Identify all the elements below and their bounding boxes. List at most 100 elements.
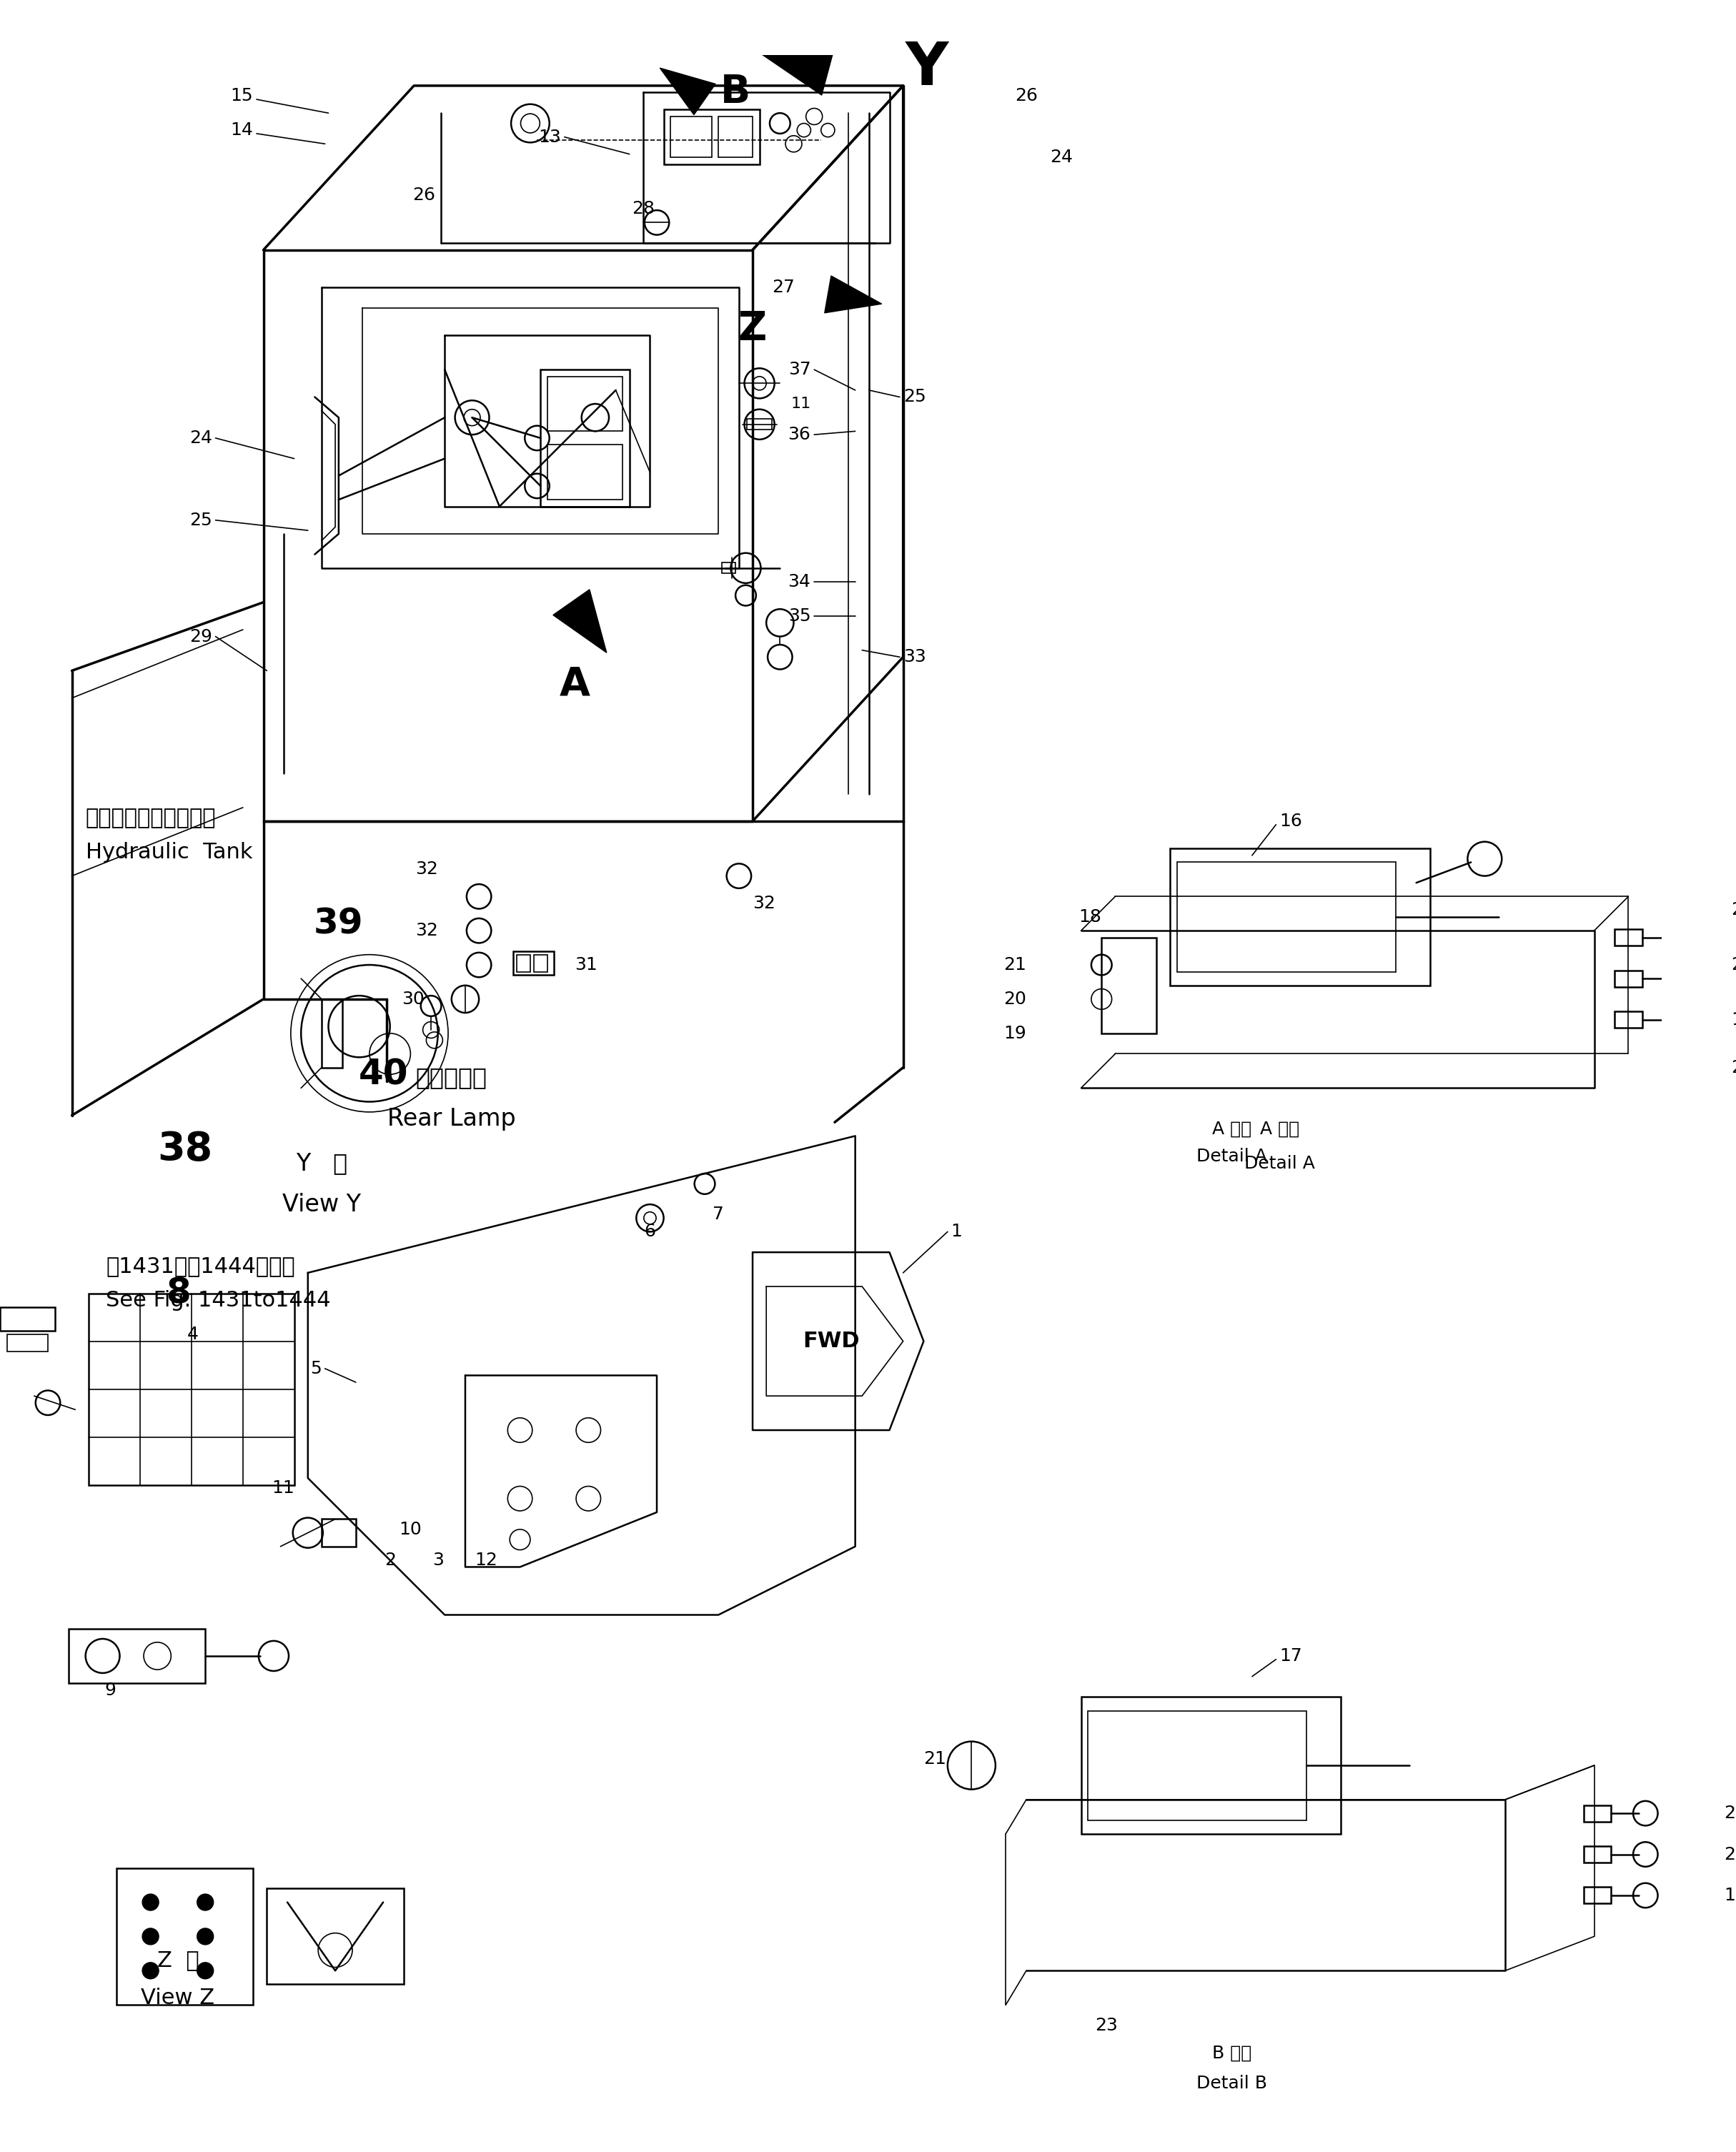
Text: 1: 1 — [951, 1222, 962, 1240]
Text: 40: 40 — [358, 1057, 408, 1091]
Bar — [1583, 1887, 1611, 1905]
Text: 17: 17 — [1279, 1648, 1302, 1663]
Bar — [1614, 971, 1642, 988]
Text: 32: 32 — [753, 895, 776, 912]
Bar — [719, 116, 753, 157]
Text: A 詳細: A 詳細 — [1260, 1121, 1299, 1138]
Text: 21: 21 — [1003, 955, 1026, 973]
Circle shape — [142, 1894, 158, 1911]
Text: 19: 19 — [1724, 1887, 1736, 1905]
Text: 27: 27 — [773, 280, 795, 297]
Bar — [7, 1334, 49, 1351]
Bar — [746, 420, 773, 430]
Text: Y: Y — [906, 39, 948, 97]
Bar — [670, 116, 712, 157]
Text: A 詳細: A 詳細 — [1212, 1121, 1252, 1138]
Text: 2: 2 — [384, 1552, 396, 1569]
Bar — [1102, 938, 1156, 1033]
Text: Detail A: Detail A — [1245, 1156, 1314, 1173]
Polygon shape — [660, 69, 715, 114]
Text: 11: 11 — [790, 396, 811, 411]
Text: 34: 34 — [788, 572, 811, 590]
Bar — [1082, 1698, 1340, 1834]
Bar — [321, 999, 342, 1067]
Text: 21: 21 — [924, 1750, 946, 1767]
Text: 38: 38 — [158, 1130, 212, 1169]
Text: 19: 19 — [1003, 1024, 1026, 1042]
Bar — [1170, 848, 1430, 986]
Bar — [663, 110, 759, 164]
Bar — [547, 377, 623, 430]
Text: 16: 16 — [1279, 813, 1302, 831]
Text: 24: 24 — [1050, 148, 1073, 166]
Text: 36: 36 — [788, 426, 811, 443]
Text: 23: 23 — [1095, 2016, 1118, 2034]
Bar — [267, 1889, 404, 1984]
Bar — [722, 562, 736, 575]
Bar — [68, 1629, 205, 1683]
Text: 9: 9 — [104, 1681, 116, 1698]
Text: Z  視: Z 視 — [156, 1950, 200, 1971]
Bar — [0, 1306, 56, 1330]
Text: Y   視: Y 視 — [295, 1151, 347, 1175]
Text: 18: 18 — [1078, 908, 1102, 925]
Text: 11: 11 — [271, 1481, 293, 1498]
Bar — [540, 370, 630, 506]
Bar — [547, 445, 623, 499]
Text: View Z: View Z — [141, 1988, 215, 2008]
Text: View Y: View Y — [283, 1192, 361, 1216]
Text: 8: 8 — [167, 1276, 191, 1311]
Text: 4: 4 — [187, 1326, 198, 1343]
Text: 29: 29 — [189, 628, 212, 646]
Bar — [1614, 930, 1642, 945]
Text: 6: 6 — [644, 1222, 656, 1240]
Text: 33: 33 — [903, 648, 925, 665]
Text: See Fig. 1431to1444: See Fig. 1431to1444 — [106, 1289, 332, 1311]
Bar — [1177, 863, 1396, 973]
Text: FWD: FWD — [802, 1330, 859, 1351]
Bar — [1088, 1711, 1307, 1821]
Bar — [517, 955, 529, 973]
Text: 10: 10 — [399, 1521, 422, 1539]
Circle shape — [464, 409, 481, 426]
Bar — [533, 955, 547, 973]
Text: 24: 24 — [189, 430, 212, 448]
Text: 12: 12 — [474, 1552, 496, 1569]
Text: ハイドロリックタンク: ハイドロリックタンク — [85, 807, 215, 829]
Text: 31: 31 — [575, 955, 597, 973]
Text: 22: 22 — [1731, 1059, 1736, 1076]
Bar — [89, 1293, 293, 1485]
Text: 20: 20 — [1724, 1846, 1736, 1864]
Text: 21: 21 — [1724, 1806, 1736, 1823]
Text: 14: 14 — [231, 123, 253, 138]
Polygon shape — [762, 49, 833, 95]
Text: 第1431から1444図参照: 第1431から1444図参照 — [106, 1255, 295, 1276]
Circle shape — [198, 1963, 214, 1980]
Text: 20: 20 — [1003, 990, 1026, 1007]
Text: B: B — [720, 73, 750, 112]
Bar — [1583, 1846, 1611, 1864]
Circle shape — [198, 1894, 214, 1911]
Text: リアランプ: リアランプ — [417, 1065, 488, 1089]
Text: 21: 21 — [1731, 902, 1736, 919]
Text: 25: 25 — [903, 387, 925, 405]
Text: Detail A: Detail A — [1196, 1147, 1267, 1164]
Bar — [1614, 1011, 1642, 1029]
Text: 13: 13 — [538, 129, 561, 146]
Text: 25: 25 — [189, 512, 212, 529]
Text: Rear Lamp: Rear Lamp — [387, 1106, 516, 1130]
Text: 37: 37 — [788, 362, 811, 379]
Text: 32: 32 — [415, 921, 437, 938]
Text: 19: 19 — [1731, 1011, 1736, 1029]
Circle shape — [198, 1928, 214, 1945]
Text: 35: 35 — [788, 607, 811, 624]
Text: 32: 32 — [415, 861, 437, 878]
Text: A: A — [559, 665, 590, 704]
Text: Hydraulic  Tank: Hydraulic Tank — [85, 841, 252, 863]
Bar — [116, 1868, 253, 2006]
Text: 20: 20 — [1731, 955, 1736, 973]
Text: 28: 28 — [632, 200, 654, 217]
Bar — [1583, 1806, 1611, 1821]
Text: B 詳細: B 詳細 — [1212, 2044, 1252, 2062]
Text: 30: 30 — [401, 990, 424, 1007]
